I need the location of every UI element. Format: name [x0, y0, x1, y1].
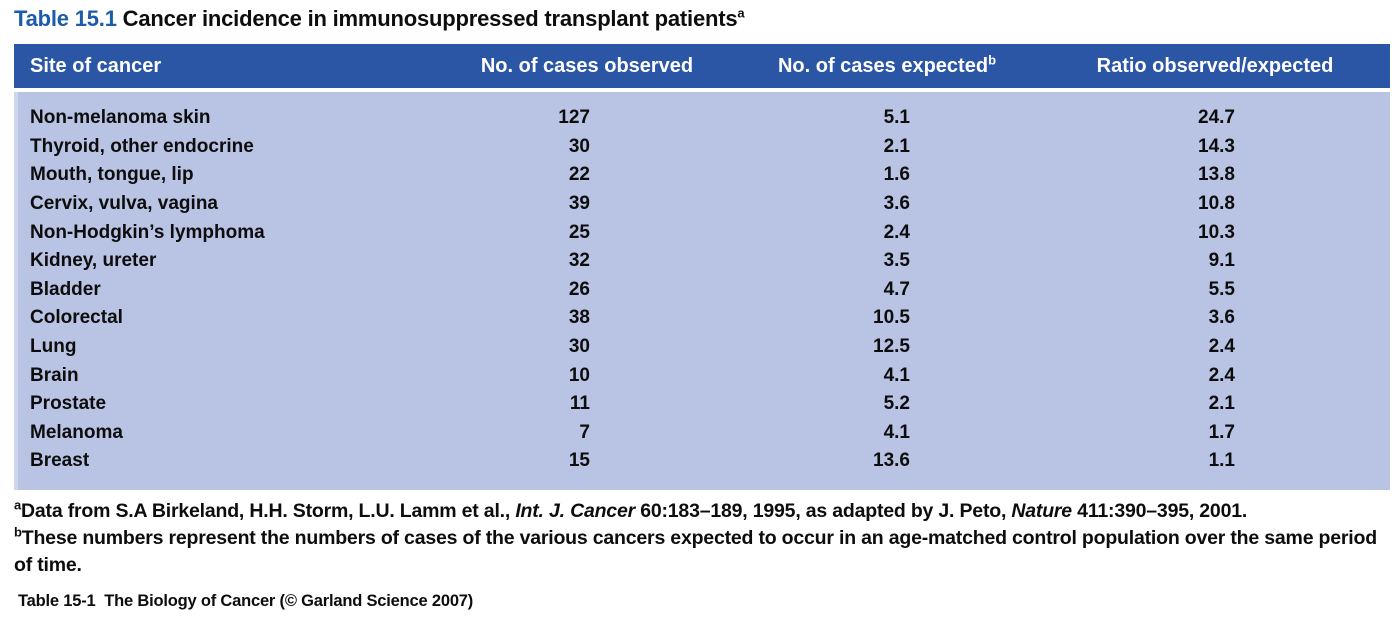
cell-site: Bladder — [30, 278, 101, 300]
table-row: Melanoma 7 4.1 1.7 — [14, 419, 1390, 448]
table-title-text: Cancer incidence in immunosuppressed tra… — [116, 6, 738, 31]
footnotes: aData from S.A Birkeland, H.H. Storm, L.… — [14, 498, 1392, 579]
cell-expected: 4.1 — [883, 421, 910, 443]
header-ratio: Ratio observed/expected — [1096, 54, 1334, 77]
cell-ratio: 10.8 — [1198, 193, 1235, 215]
cell-ratio: 24.7 — [1198, 107, 1235, 129]
cell-observed: 11 — [569, 393, 590, 415]
cell-observed: 38 — [568, 307, 590, 329]
table-row: Brain 10 4.1 2.4 — [14, 361, 1390, 390]
cell-ratio: 2.4 — [1208, 336, 1235, 358]
footnote-text: These numbers represent the numbers of c… — [14, 527, 1377, 576]
table-row: Kidney, ureter 32 3.5 9.1 — [14, 247, 1390, 276]
cell-expected: 5.2 — [883, 393, 910, 415]
cell-expected: 4.7 — [883, 278, 910, 300]
cell-ratio: 2.1 — [1208, 393, 1235, 415]
cell-site: Lung — [30, 336, 77, 358]
cell-observed: 7 — [579, 421, 590, 443]
footnote-marker: b — [14, 524, 22, 540]
footnote-text: Data from S.A Birkeland, H.H. Storm, L.U… — [21, 500, 1248, 522]
cell-expected: 4.1 — [883, 364, 910, 386]
footnote-marker: a — [14, 497, 22, 513]
cell-site: Prostate — [30, 393, 107, 415]
table-row: Mouth, tongue, lip 22 1.6 13.8 — [14, 161, 1390, 190]
cell-site: Non-Hodgkin’s lymphoma — [30, 221, 265, 243]
cell-ratio: 14.3 — [1198, 135, 1235, 157]
cell-observed: 22 — [568, 164, 590, 186]
cell-site: Mouth, tongue, lip — [30, 164, 194, 186]
cell-expected: 12.5 — [873, 336, 910, 358]
footnote: aData from S.A Birkeland, H.H. Storm, L.… — [14, 498, 1392, 525]
cell-expected: 3.6 — [883, 193, 910, 215]
cell-ratio: 9.1 — [1208, 250, 1235, 272]
cell-site: Breast — [30, 450, 90, 472]
cell-site: Thyroid, other endocrine — [30, 135, 254, 157]
table-body: Non-melanoma skin 127 5.1 24.7 Thyroid, … — [14, 92, 1390, 490]
cell-ratio: 1.7 — [1208, 421, 1235, 443]
cell-observed: 26 — [568, 278, 590, 300]
header-cases-expected: No. of cases expectedb — [777, 51, 997, 77]
table-row: Thyroid, other endocrine 30 2.1 14.3 — [14, 133, 1390, 162]
credit-line: Table 15-1 The Biology of Cancer (© Garl… — [18, 592, 474, 610]
cell-expected: 13.6 — [873, 450, 910, 472]
cell-ratio: 5.5 — [1208, 278, 1235, 300]
cell-ratio: 1.1 — [1208, 450, 1235, 472]
cell-site: Brain — [30, 364, 79, 386]
cell-observed: 25 — [568, 221, 590, 243]
table-row: Lung 30 12.5 2.4 — [14, 333, 1390, 362]
table-row: Prostate 11 5.2 2.1 — [14, 390, 1390, 419]
table-title: Table 15.1 Cancer incidence in immunosup… — [14, 5, 745, 32]
cell-expected: 2.1 — [883, 135, 910, 157]
table-row: Non-melanoma skin 127 5.1 24.7 — [14, 104, 1390, 133]
header-cases-observed: No. of cases observed — [480, 54, 694, 77]
table-row: Breast 15 13.6 1.1 — [14, 447, 1390, 476]
table-row: Cervix, vulva, vagina 39 3.6 10.8 — [14, 190, 1390, 219]
cell-expected: 1.6 — [883, 164, 910, 186]
cell-expected: 10.5 — [873, 307, 910, 329]
cell-site: Kidney, ureter — [30, 250, 157, 272]
table-row: Bladder 26 4.7 5.5 — [14, 276, 1390, 305]
cell-site: Cervix, vulva, vagina — [30, 193, 218, 215]
cell-site: Non-melanoma skin — [30, 107, 211, 129]
title-footnote-marker: a — [737, 5, 745, 21]
cell-observed: 127 — [558, 107, 590, 129]
cell-expected: 2.4 — [883, 221, 910, 243]
cell-expected: 5.1 — [883, 107, 910, 129]
cell-expected: 3.5 — [883, 250, 910, 272]
table-number: Table 15.1 — [14, 6, 117, 31]
table-row: Non-Hodgkin’s lymphoma 25 2.4 10.3 — [14, 218, 1390, 247]
cell-observed: 30 — [568, 135, 590, 157]
cell-ratio: 10.3 — [1198, 221, 1235, 243]
cell-site: Colorectal — [30, 307, 123, 329]
header-footnote-marker: b — [988, 51, 997, 67]
cell-observed: 32 — [568, 250, 590, 272]
table-header-row: Site of cancer No. of cases observed No.… — [14, 44, 1390, 88]
cell-site: Melanoma — [30, 421, 123, 443]
cell-ratio: 2.4 — [1208, 364, 1235, 386]
cell-observed: 15 — [568, 450, 590, 472]
cell-observed: 10 — [568, 364, 590, 386]
footnote: bThese numbers represent the numbers of … — [14, 525, 1392, 579]
cell-ratio: 3.6 — [1208, 307, 1235, 329]
table-row: Colorectal 38 10.5 3.6 — [14, 304, 1390, 333]
cell-ratio: 13.8 — [1198, 164, 1235, 186]
cell-observed: 39 — [568, 193, 590, 215]
cell-observed: 30 — [568, 336, 590, 358]
header-site-of-cancer: Site of cancer — [30, 54, 162, 77]
